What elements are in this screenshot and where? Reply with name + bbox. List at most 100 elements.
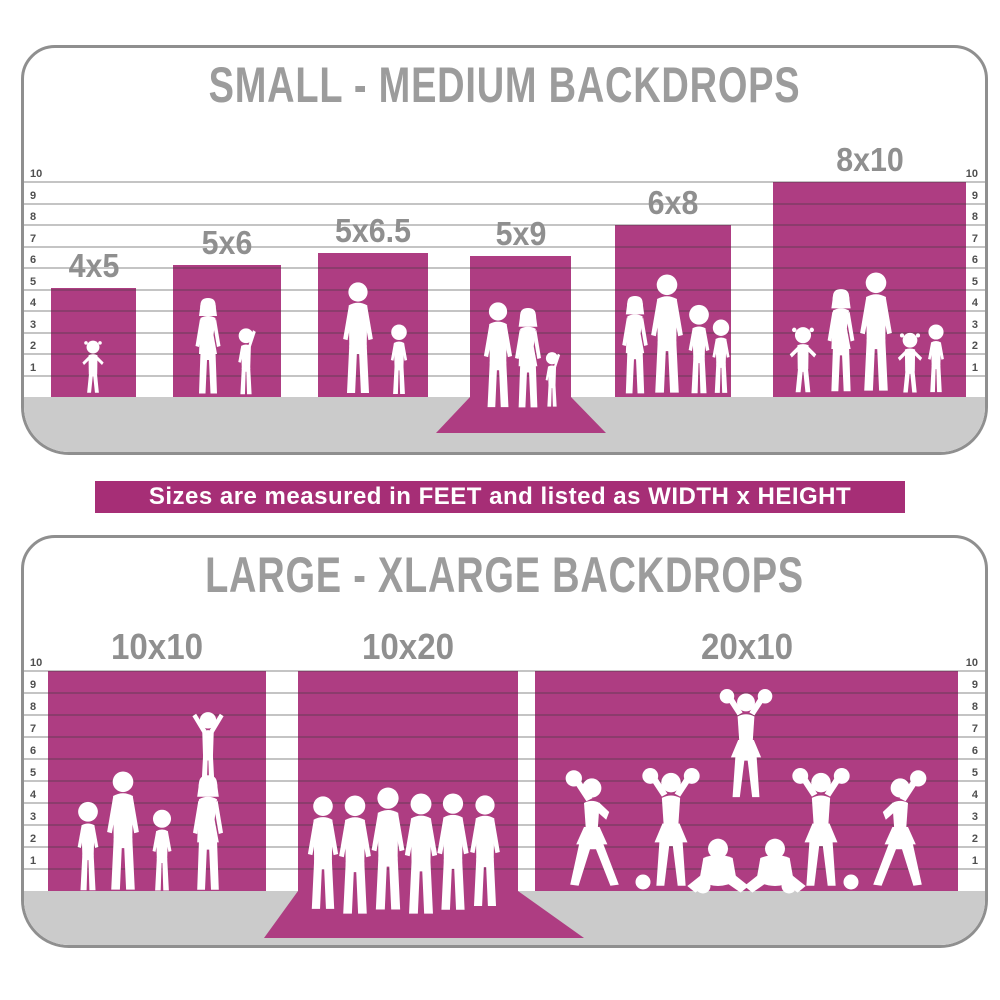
measurement-note-banner: Sizes are measured in FEET and listed as… — [95, 481, 905, 513]
ruler-tick-left-9: 9 — [30, 679, 37, 691]
kid-silhouette — [712, 319, 730, 393]
ruler-tick-left-1: 1 — [30, 855, 37, 867]
grid-line-9ft — [24, 692, 985, 694]
ruler-tick-right-8: 8 — [971, 701, 978, 713]
kid-silhouette — [688, 304, 710, 394]
ruler-tick-left-6: 6 — [30, 254, 37, 266]
ruler-tick-right-4: 4 — [971, 789, 978, 801]
grid-line-3ft — [24, 824, 985, 826]
adult-silhouette — [343, 282, 373, 393]
woman-silhouette — [515, 308, 541, 408]
cheer-v-silhouette — [792, 768, 850, 886]
woman-silhouette — [195, 298, 221, 394]
grid-line-10ft — [24, 181, 985, 183]
ruler-tick-right-9: 9 — [971, 679, 978, 691]
adult-silhouette — [470, 795, 500, 906]
ruler-tick-left-8: 8 — [30, 211, 37, 223]
cheer-hip-silhouette — [873, 770, 927, 886]
ruler-tick-left-10: 10 — [30, 168, 43, 180]
ruler-tick-left-1: 1 — [30, 361, 37, 374]
ruler-tick-right-1: 1 — [971, 855, 978, 867]
ruler-tick-left-5: 5 — [30, 767, 37, 779]
size-label-4x5: 4x5 — [68, 247, 119, 284]
ruler-tick-right-9: 9 — [971, 189, 978, 202]
pom-silhouette — [635, 874, 651, 890]
size-label-10x10: 10x10 — [110, 626, 204, 667]
grid-line-6ft — [24, 267, 985, 269]
ruler-tick-right-10: 10 — [965, 168, 978, 180]
ruler-tick-left-2: 2 — [30, 833, 37, 845]
ruler-tick-right-3: 3 — [971, 811, 978, 823]
ruler-tick-left-4: 4 — [30, 297, 37, 309]
ruler-tick-right-7: 7 — [971, 723, 978, 735]
ruler-tick-right-10: 10 — [965, 657, 978, 669]
size-label-20x10: 20x10 — [700, 626, 793, 667]
grid-line-4ft — [24, 802, 985, 804]
size-label-8x10: 8x10 — [835, 141, 904, 178]
woman-silhouette — [622, 296, 648, 394]
large-xlarge-panel: LARGE - XLARGE BACKDROPS 10x10 10x20 20x10… — [21, 535, 988, 948]
measurement-note-text: Sizes are measured in FEET and listed as… — [148, 483, 852, 510]
ruler-tick-right-5: 5 — [971, 275, 978, 288]
grid-line-1ft — [24, 868, 985, 870]
cheer-hip-silhouette — [565, 770, 619, 886]
silhouette-layer — [77, 689, 927, 938]
size-label-10x20: 10x20 — [361, 626, 455, 667]
grid-line-5ft — [24, 780, 985, 782]
adult-silhouette — [860, 272, 892, 391]
ruler-tick-left-5: 5 — [30, 275, 37, 288]
grid-line-10ft — [24, 670, 985, 672]
size-label-5x6.5: 5x6.5 — [335, 212, 411, 249]
adult-silhouette — [651, 274, 683, 393]
toddler-silhouette — [897, 332, 923, 393]
ruler-tick-right-8: 8 — [971, 211, 978, 223]
grid-line-9ft — [24, 202, 985, 205]
ruler-tick-right-2: 2 — [971, 833, 978, 845]
grid-line-7ft — [24, 736, 985, 738]
ruler-tick-right-7: 7 — [971, 232, 978, 245]
large-xlarge-panel-title: LARGE - XLARGE BACKDROPS — [205, 547, 804, 603]
kid-silhouette — [77, 801, 99, 891]
woman-silhouette — [827, 289, 855, 392]
cheer-v-silhouette — [642, 768, 700, 886]
backdrop-bar-5x6 — [173, 265, 281, 397]
small-medium-panel: SMALL - MEDIUM BACKDROPS 4x5 5x6 5x6.5 5x9 6… — [21, 45, 988, 455]
floor-sweep-5x9 — [436, 397, 606, 433]
cheer-v-silhouette — [719, 689, 773, 798]
size-label-6x8: 6x8 — [647, 184, 699, 221]
ruler-tick-left-7: 7 — [30, 232, 37, 245]
ruler-tick-right-5: 5 — [971, 767, 978, 779]
pom-silhouette — [695, 878, 711, 894]
ruler-tick-right-2: 2 — [971, 340, 978, 352]
ruler-tick-left-9: 9 — [30, 189, 37, 202]
adult-silhouette — [107, 771, 139, 890]
sitter-silhouette — [744, 838, 806, 893]
ruler-tick-right-3: 3 — [971, 318, 978, 331]
small-medium-panel-title: SMALL - MEDIUM BACKDROPS — [208, 57, 801, 113]
toddler-silhouette — [82, 340, 104, 393]
grid-line-8ft — [24, 714, 985, 716]
ruler-tick-right-1: 1 — [971, 361, 978, 374]
ruler-tick-right-6: 6 — [971, 745, 978, 757]
kid-silhouette — [928, 324, 944, 393]
silhouette-layer — [82, 272, 944, 433]
kid-up-silhouette — [238, 328, 256, 395]
ruler-tick-left-2: 2 — [30, 340, 37, 352]
toddler-silhouette — [789, 327, 817, 393]
ruler-tick-left-6: 6 — [30, 745, 37, 757]
backdrop-bar-5x6.5 — [318, 253, 428, 397]
ruler-tick-right-6: 6 — [971, 254, 978, 266]
ruler-tick-left-4: 4 — [30, 789, 37, 801]
ruler-tick-left-3: 3 — [30, 318, 37, 331]
grid-line-8ft — [24, 224, 985, 226]
woman-silhouette — [193, 775, 223, 890]
ruler-tick-left-10: 10 — [30, 657, 43, 669]
pom-silhouette — [781, 878, 797, 894]
kid-silhouette — [390, 324, 408, 395]
ruler-tick-left-7: 7 — [30, 723, 37, 735]
adult-silhouette — [483, 302, 513, 408]
grid-line-6ft — [24, 758, 985, 760]
grid-line-5ft — [24, 288, 985, 291]
kid-silhouette — [152, 809, 172, 891]
